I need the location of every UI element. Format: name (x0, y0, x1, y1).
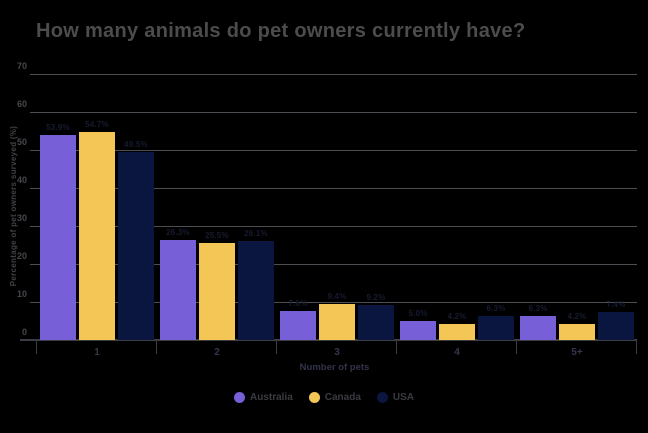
gridline-70 (30, 74, 637, 75)
x-tick-label-2: 2 (214, 347, 220, 358)
x-axis-title: Number of pets (299, 362, 370, 373)
legend-label-canada: Canada (324, 392, 361, 403)
bar-australia-1 (40, 135, 76, 340)
bar-label-usa-4: 6.3% (486, 304, 506, 314)
legend-swatch-canada (308, 392, 320, 403)
y-tick-label-40: 40 (16, 175, 27, 185)
bar-canada-2 (199, 243, 235, 340)
bar-canada-5+ (559, 324, 595, 340)
gridline-20 (30, 264, 637, 265)
legend: Australia Canada USA (0, 392, 648, 403)
x-tick-label-4: 4 (454, 347, 460, 358)
bar-label-usa-1: 49.5% (124, 139, 148, 149)
y-tick-label-10: 10 (16, 289, 27, 299)
legend-label-usa: USA (392, 392, 415, 403)
gridline-60 (30, 112, 637, 113)
bar-canada-1 (79, 132, 115, 340)
bar-label-usa-2: 26.1% (244, 228, 268, 238)
bar-label-canada-3: 9.4% (327, 292, 347, 302)
bar-australia-3 (280, 311, 316, 340)
x-tick-label-5+: 5+ (571, 347, 583, 358)
bar-label-canada-4: 4.2% (447, 312, 467, 322)
x-axis-line (20, 339, 637, 341)
bar-usa-3 (358, 305, 394, 340)
legend-swatch-usa (376, 392, 388, 403)
gridline-10 (30, 302, 637, 303)
legend-label-australia: Australia (249, 392, 293, 403)
bar-label-usa-5+: 7.4% (606, 299, 626, 309)
bar-usa-4 (478, 316, 514, 340)
chart-title: How many animals do pet owners currently… (36, 20, 526, 42)
bar-australia-4 (400, 321, 436, 340)
gridline-40 (30, 188, 637, 189)
y-axis-title: Percentage of pet owners surveyed (%) (9, 125, 18, 287)
bar-canada-4 (439, 324, 475, 340)
bar-usa-2 (238, 240, 274, 340)
x-tick (516, 341, 517, 354)
bar-usa-5+ (598, 311, 634, 340)
bar-australia-2 (160, 240, 196, 340)
bar-usa-1 (118, 151, 154, 340)
bar-label-canada-2: 25.5% (205, 231, 229, 241)
bar-label-australia-4: 5.0% (408, 309, 428, 318)
y-tick-label-0: 0 (21, 327, 27, 337)
legend-item-canada: Canada (308, 392, 361, 403)
bar-canada-3 (319, 304, 355, 340)
bar-label-australia-2: 26.3% (166, 228, 190, 238)
bar-label-australia-5+: 6.3% (528, 304, 548, 314)
y-tick-label-20: 20 (16, 251, 27, 261)
gridline-50 (30, 150, 637, 151)
y-tick-label-50: 50 (16, 137, 27, 147)
x-tick (156, 341, 157, 354)
bar-label-canada-5+: 4.2% (567, 312, 587, 322)
bar-label-australia-3: 7.6% (288, 299, 308, 309)
legend-item-australia: Australia (233, 392, 293, 403)
x-tick (276, 341, 277, 354)
y-tick-label-60: 60 (16, 99, 27, 109)
bar-label-usa-3: 9.2% (366, 293, 386, 303)
legend-item-usa: USA (376, 392, 415, 403)
bar-label-canada-1: 54.7% (85, 120, 109, 130)
legend-swatch-australia (233, 392, 245, 403)
x-tick (636, 341, 637, 354)
bar-australia-5+ (520, 316, 556, 340)
y-tick-label-70: 70 (16, 61, 27, 71)
gridline-30 (30, 226, 637, 227)
x-tick (36, 341, 37, 354)
x-tick-label-1: 1 (94, 347, 100, 358)
bar-label-australia-1: 53.9% (46, 123, 70, 133)
x-tick-label-3: 3 (334, 347, 340, 358)
x-tick (396, 341, 397, 354)
y-tick-label-30: 30 (16, 213, 27, 223)
